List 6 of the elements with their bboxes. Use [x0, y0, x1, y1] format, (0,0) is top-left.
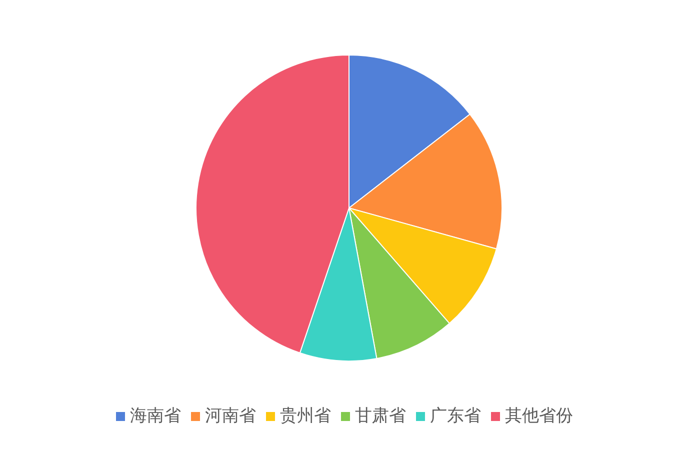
- legend-label: 河南省: [205, 406, 256, 426]
- legend-label: 广东省: [430, 406, 481, 426]
- legend-label: 甘肃省: [355, 406, 406, 426]
- legend-label: 其他省份: [505, 406, 573, 426]
- legend-label: 贵州省: [280, 406, 331, 426]
- legend-label: 海南省: [130, 406, 181, 426]
